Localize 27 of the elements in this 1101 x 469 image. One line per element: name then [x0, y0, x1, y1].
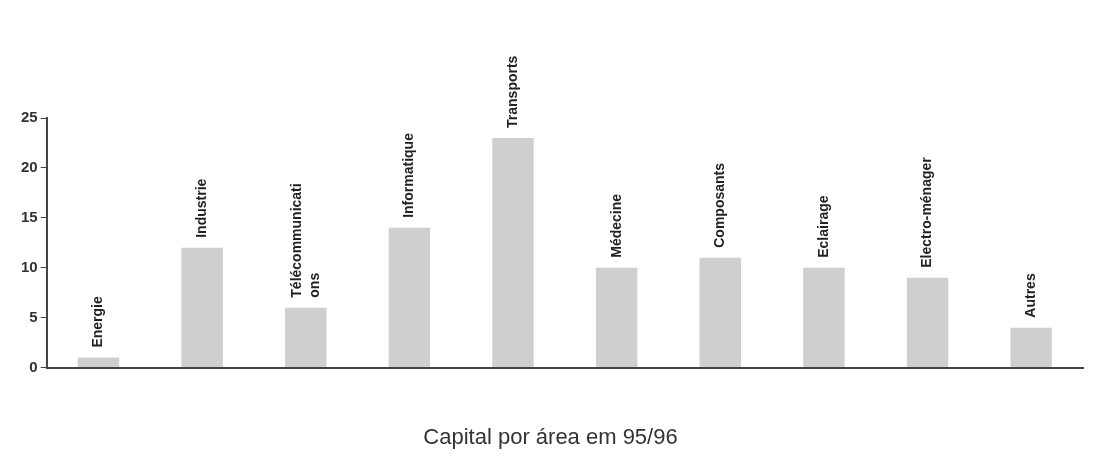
bar	[1010, 327, 1052, 368]
x-tick-label: Energie	[89, 296, 106, 348]
bar	[388, 227, 431, 368]
x-tick-label: Médecine	[607, 193, 624, 258]
x-tick-label: Télécommunications	[287, 183, 322, 298]
text: Capital por área em 95/96	[423, 423, 678, 449]
y-tick-label: 0	[29, 357, 38, 375]
bar	[803, 267, 845, 368]
bar	[906, 277, 949, 368]
x-tick-label: Electro-ménager	[918, 156, 935, 268]
x-tick-label: Transports	[503, 55, 520, 128]
y-tick-label: 10	[21, 257, 38, 275]
y-tick-label: 5	[29, 307, 38, 325]
bar	[77, 357, 120, 368]
bar	[181, 247, 223, 368]
x-tick-label: Autres	[1022, 273, 1039, 318]
bar	[595, 267, 638, 368]
x-tick-label: Industrie	[192, 178, 209, 238]
bar	[492, 137, 534, 368]
x-tick-label: Composants	[711, 162, 728, 248]
x-tick-label: Informatique	[400, 132, 417, 218]
bar	[285, 307, 327, 368]
y-tick-label: 20	[21, 158, 38, 176]
y-tick-label: 15	[21, 207, 38, 225]
y-tick-label: 25	[21, 108, 38, 126]
bar	[699, 257, 742, 368]
x-tick-label: Eclairage	[814, 195, 831, 258]
